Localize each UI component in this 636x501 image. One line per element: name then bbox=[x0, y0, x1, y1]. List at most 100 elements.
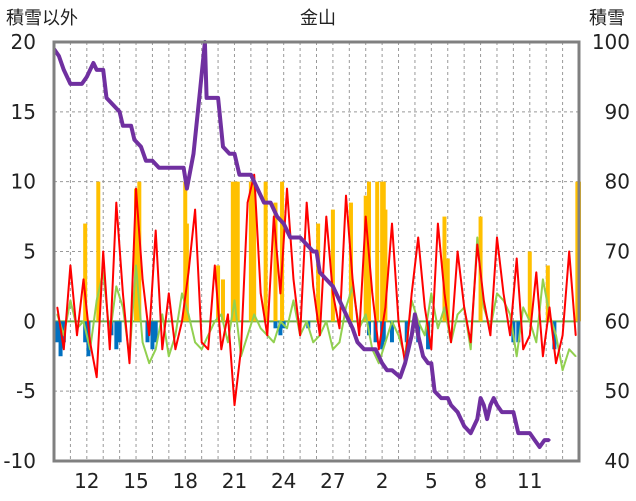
point-temperature bbox=[312, 285, 315, 288]
y-right-tick-label: 60 bbox=[605, 309, 630, 333]
point-snow bbox=[449, 403, 453, 407]
point-temperature bbox=[325, 215, 328, 218]
point-humidity bbox=[437, 327, 439, 330]
bar-precip bbox=[545, 265, 550, 322]
bar-pressure_bar bbox=[117, 321, 122, 343]
point-humidity bbox=[515, 355, 518, 358]
point-humidity bbox=[154, 348, 157, 351]
point-snow bbox=[62, 68, 66, 72]
point-humidity bbox=[338, 341, 341, 344]
point-temperature bbox=[200, 341, 203, 344]
point-temperature bbox=[148, 334, 150, 337]
bar-precip bbox=[96, 181, 101, 322]
y-right-tick-label: 100 bbox=[592, 30, 630, 54]
point-temperature bbox=[122, 292, 124, 295]
point-snow bbox=[233, 152, 236, 155]
y-left-tick-label: 10 bbox=[11, 170, 36, 194]
point-snow bbox=[421, 355, 425, 358]
point-snow bbox=[85, 75, 89, 79]
point-temperature bbox=[266, 334, 269, 337]
point-temperature bbox=[128, 362, 131, 365]
point-temperature bbox=[135, 187, 137, 190]
bar-precip bbox=[273, 202, 278, 322]
point-snow bbox=[517, 431, 520, 435]
point-snow bbox=[456, 410, 459, 414]
point-snow bbox=[548, 438, 551, 442]
point-temperature bbox=[332, 292, 334, 295]
y-left-tick-label: 15 bbox=[11, 100, 36, 124]
point-snow bbox=[305, 243, 308, 246]
y-left-tick-label: -10 bbox=[3, 449, 36, 473]
point-snow bbox=[57, 54, 61, 58]
x-tick-label: 12 bbox=[74, 469, 99, 493]
point-temperature bbox=[437, 222, 439, 225]
bar-precip bbox=[248, 181, 253, 322]
point-humidity bbox=[227, 341, 229, 344]
point-snow bbox=[410, 334, 413, 337]
point-snow bbox=[538, 445, 541, 449]
point-snow bbox=[69, 82, 72, 86]
bar-pressure_bar bbox=[404, 321, 409, 343]
point-snow bbox=[312, 250, 315, 253]
point-temperature bbox=[450, 341, 452, 344]
point-temperature bbox=[522, 348, 525, 351]
point-temperature bbox=[483, 299, 485, 302]
point-humidity bbox=[246, 334, 249, 337]
y-left-tick-label: 0 bbox=[23, 309, 36, 333]
point-temperature bbox=[410, 292, 413, 295]
point-snow bbox=[77, 82, 80, 86]
point-temperature bbox=[489, 334, 492, 337]
point-temperature bbox=[154, 229, 157, 232]
point-temperature bbox=[397, 320, 400, 323]
point-snow bbox=[192, 152, 195, 155]
point-snow bbox=[446, 396, 449, 400]
point-humidity bbox=[332, 348, 334, 351]
point-snow bbox=[144, 159, 148, 162]
point-humidity bbox=[233, 299, 236, 302]
point-temperature bbox=[69, 264, 72, 267]
point-humidity bbox=[115, 285, 118, 288]
point-temperature bbox=[194, 208, 196, 211]
point-temperature bbox=[273, 215, 275, 218]
point-temperature bbox=[469, 341, 472, 344]
y-right-tick-label: 70 bbox=[605, 240, 630, 264]
point-temperature bbox=[213, 264, 216, 267]
point-snow bbox=[238, 173, 241, 176]
point-snow bbox=[492, 396, 495, 400]
point-snow bbox=[351, 327, 354, 330]
bar-pressure_bar bbox=[278, 321, 283, 336]
point-humidity bbox=[292, 299, 295, 302]
point-snow bbox=[374, 348, 377, 351]
x-tick-label: 27 bbox=[320, 469, 345, 493]
point-snow bbox=[80, 82, 84, 86]
point-temperature bbox=[509, 334, 511, 337]
point-humidity bbox=[279, 320, 282, 323]
point-humidity bbox=[135, 264, 137, 267]
point-snow bbox=[439, 396, 443, 400]
point-snow bbox=[331, 285, 335, 288]
point-snow bbox=[275, 215, 279, 218]
bar-precip bbox=[363, 195, 368, 322]
point-snow bbox=[407, 348, 410, 351]
point-humidity bbox=[259, 327, 262, 330]
point-temperature bbox=[56, 306, 59, 309]
point-snow bbox=[482, 403, 486, 407]
y-left-axis-label: 積雪以外 bbox=[6, 8, 78, 29]
point-temperature bbox=[555, 362, 557, 365]
point-temperature bbox=[391, 222, 393, 225]
bar-pressure_bar bbox=[55, 321, 60, 343]
point-humidity bbox=[161, 313, 164, 316]
point-temperature bbox=[338, 327, 341, 330]
point-temperature bbox=[574, 334, 577, 337]
point-humidity bbox=[561, 369, 564, 372]
point-snow bbox=[485, 417, 489, 421]
point-snow bbox=[205, 96, 208, 100]
point-snow bbox=[417, 334, 420, 337]
bar-precip bbox=[137, 181, 142, 322]
point-temperature bbox=[430, 348, 433, 351]
point-temperature bbox=[535, 271, 538, 274]
y-right-tick-label: 90 bbox=[605, 100, 630, 124]
point-snow bbox=[95, 68, 98, 72]
point-snow bbox=[111, 103, 115, 107]
point-humidity bbox=[378, 362, 380, 365]
